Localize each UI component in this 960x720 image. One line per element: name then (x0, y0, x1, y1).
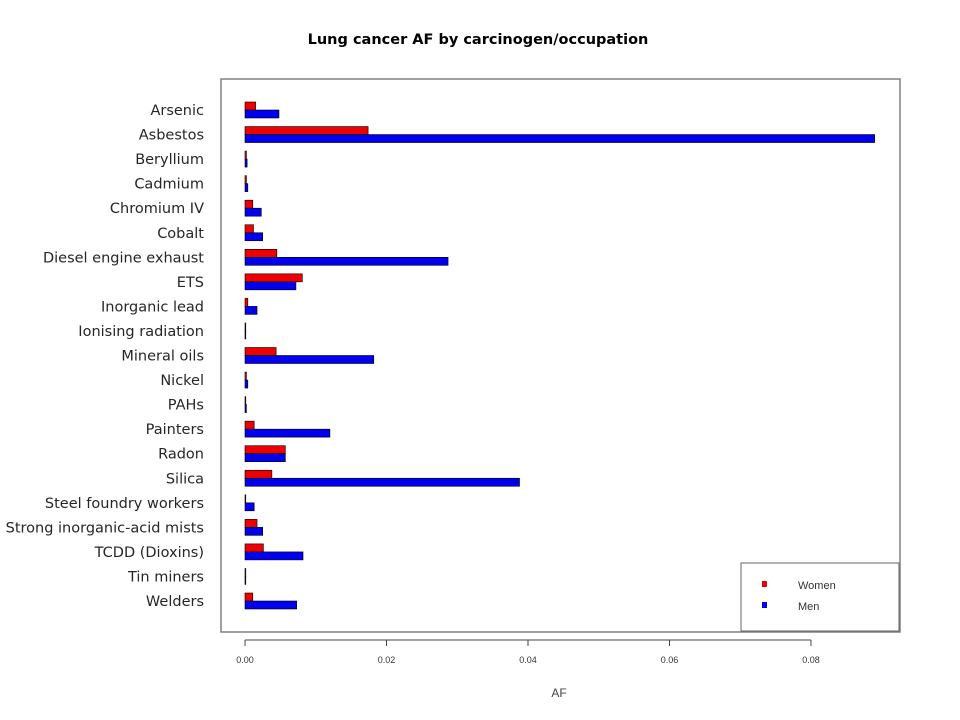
bar-men-mineral-oils (244, 355, 375, 364)
bar-women-mineral-oils (244, 347, 277, 356)
category-label-welders: Welders (146, 594, 204, 610)
legend-label-men: Men (798, 601, 819, 613)
bar-men-steel-foundry-workers (244, 502, 255, 512)
category-label-radon: Radon (158, 447, 204, 463)
bar-women-tcdd-dioxins (244, 543, 264, 553)
bar-men-tcdd-dioxins (244, 551, 304, 561)
legend-label-women: Women (798, 580, 836, 592)
category-label-cobalt: Cobalt (157, 226, 204, 242)
x-tick-label: 0.06 (661, 655, 679, 665)
category-label-asbestos: Asbestos (139, 128, 204, 144)
bar-women-strong-inorganic-acid-mists (244, 519, 258, 528)
bar-women-inorganic-lead (244, 298, 249, 307)
bar-men-asbestos (244, 134, 875, 143)
bar-men-arsenic (244, 109, 280, 119)
category-label-painters: Painters (146, 422, 204, 438)
bar-men-nickel (244, 379, 249, 389)
bar-men-cobalt (244, 232, 263, 242)
legend-box (740, 562, 900, 632)
bar-women-ionising-radiation (244, 322, 247, 332)
bar-men-painters (244, 428, 331, 438)
bar-women-steel-foundry-workers (244, 494, 247, 504)
bar-women-welders (244, 592, 254, 602)
plot-frame (220, 78, 901, 633)
x-tick-label: 0.04 (519, 655, 537, 665)
chart-title: Lung cancer AF by carcinogen/occupation (308, 32, 649, 48)
bar-women-cobalt (244, 224, 254, 234)
bar-men-inorganic-lead (244, 306, 258, 315)
legend: Women Men (740, 562, 900, 632)
bar-women-painters (244, 420, 255, 430)
category-label-chromium-iv: Chromium IV (110, 201, 204, 217)
bar-men-pahs (244, 404, 247, 413)
bar-women-cadmium (244, 175, 247, 184)
bar-men-diesel-engine-exhaust (244, 256, 449, 266)
bar-women-radon (244, 445, 286, 455)
category-label-pahs: PAHs (168, 398, 204, 414)
category-label-inorganic-lead: Inorganic lead (101, 299, 204, 315)
category-label-tcdd-dioxins: TCDD (Dioxins) (94, 545, 204, 561)
bar-women-tin-miners (244, 568, 247, 577)
x-axis: 0.00 0.02 0.04 0.06 0.08 (236, 639, 820, 665)
bar-men-strong-inorganic-acid-mists (244, 527, 263, 536)
bar-women-chromium-iv (244, 199, 254, 209)
bar-men-tin-miners (244, 576, 247, 585)
category-labels: Arsenic Asbestos Beryllium Cadmium Chromium … (6, 103, 205, 610)
bar-men-welders (244, 600, 297, 610)
bar-women-diesel-engine-exhaust (244, 249, 278, 258)
bar-men-radon (244, 453, 286, 463)
x-axis-label: AF (551, 686, 566, 700)
category-label-beryllium: Beryllium (135, 152, 204, 168)
bar-women-beryllium (244, 150, 247, 160)
x-tick-label: 0.02 (378, 655, 396, 665)
bar-men-chromium-iv (244, 207, 262, 217)
category-label-silica: Silica (166, 471, 204, 487)
bars (244, 101, 875, 610)
bar-women-nickel (244, 371, 247, 381)
x-tick-label: 0.08 (802, 655, 820, 665)
category-label-cadmium: Cadmium (134, 177, 204, 193)
bar-men-silica (244, 477, 520, 487)
category-label-tin-miners: Tin miners (127, 569, 204, 585)
bar-women-silica (244, 469, 273, 479)
x-tick-label: 0.00 (236, 655, 254, 665)
category-label-ionising-radiation: Ionising radiation (78, 324, 204, 340)
category-label-mineral-oils: Mineral oils (121, 349, 204, 365)
category-label-diesel-engine-exhaust: Diesel engine exhaust (43, 250, 204, 266)
legend-swatch-men (762, 602, 767, 608)
category-label-arsenic: Arsenic (150, 103, 204, 119)
bar-women-pahs (244, 396, 247, 405)
legend-swatch-women (762, 581, 767, 587)
bar-men-ionising-radiation (244, 330, 247, 340)
bar-men-ets (244, 281, 297, 291)
bar-women-ets (244, 273, 303, 283)
bar-women-arsenic (244, 101, 256, 111)
bar-men-beryllium (244, 158, 248, 168)
category-label-steel-foundry-workers: Steel foundry workers (45, 496, 204, 512)
bar-women-asbestos (244, 126, 369, 135)
category-label-strong-inorganic-acid-mists: Strong inorganic-acid mists (6, 520, 204, 536)
bar-men-cadmium (244, 183, 249, 192)
category-label-ets: ETS (177, 275, 204, 291)
category-label-nickel: Nickel (160, 373, 204, 389)
